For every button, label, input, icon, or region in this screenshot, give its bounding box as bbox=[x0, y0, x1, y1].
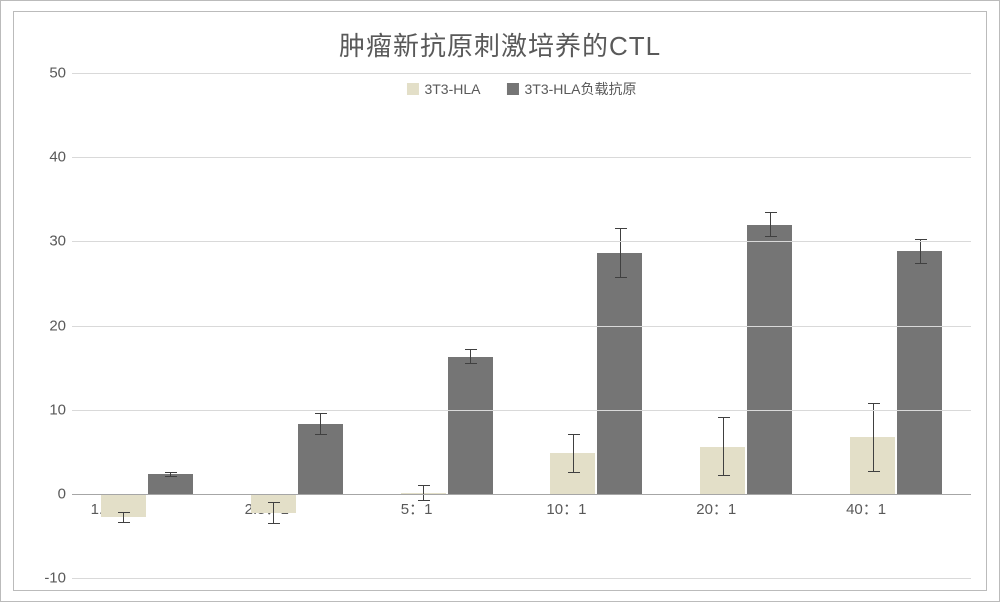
error-bar bbox=[273, 502, 274, 524]
grid-line bbox=[72, 410, 971, 411]
bar bbox=[747, 225, 792, 494]
grid-line bbox=[72, 578, 971, 579]
category-label: 10：1 bbox=[546, 498, 586, 519]
error-bar bbox=[620, 228, 621, 279]
grid-line bbox=[72, 73, 971, 74]
bar bbox=[597, 253, 642, 494]
y-tick-label: 50 bbox=[49, 65, 66, 82]
zero-line bbox=[72, 494, 971, 495]
category-label: 40：1 bbox=[846, 498, 886, 519]
y-tick-label: 40 bbox=[49, 149, 66, 166]
y-tick-label: -10 bbox=[44, 570, 66, 587]
category-label: 20：1 bbox=[696, 498, 736, 519]
grid-line bbox=[72, 157, 971, 158]
error-bar bbox=[723, 417, 724, 476]
plot-wrap: -1001020304050 3T3-HLA3T3-HLA负载抗原 1.25：1… bbox=[28, 73, 972, 578]
y-tick-label: 20 bbox=[49, 317, 66, 334]
error-bar bbox=[920, 239, 921, 264]
error-bar bbox=[123, 512, 124, 524]
y-tick-label: 0 bbox=[58, 485, 66, 502]
bar bbox=[148, 474, 193, 493]
error-bar bbox=[170, 472, 171, 477]
error-bar bbox=[873, 403, 874, 472]
error-bar bbox=[770, 212, 771, 237]
plot-area: 3T3-HLA3T3-HLA负载抗原 1.25：12.5：15：110：120：… bbox=[72, 73, 972, 578]
y-tick-label: 10 bbox=[49, 401, 66, 418]
bar bbox=[448, 357, 493, 494]
grid-line bbox=[72, 326, 971, 327]
chart-title: 肿瘤新抗原刺激培养的CTL bbox=[28, 20, 972, 73]
chart-frame: 肿瘤新抗原刺激培养的CTL -10 0 10 20 30 40 50 3T3-HLA3T3-… bbox=[13, 11, 987, 591]
bar bbox=[897, 251, 942, 493]
error-bar bbox=[573, 434, 574, 473]
error-bar bbox=[320, 413, 321, 435]
y-tick-label: 30 bbox=[49, 233, 66, 250]
y-axis: -1001020304050 bbox=[28, 73, 72, 578]
grid-line bbox=[72, 241, 971, 242]
error-bar bbox=[470, 349, 471, 364]
